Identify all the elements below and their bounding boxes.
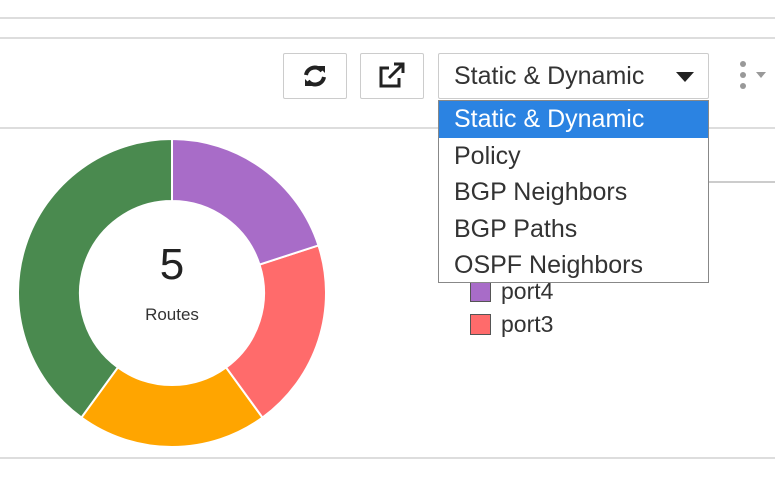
donut-chart: 5 Routes [17,137,327,448]
donut-segment [80,366,264,448]
dropdown-list: Static & Dynamic Policy BGP Neighbors BGP P… [438,100,709,283]
external-link-icon [379,62,405,88]
legend-item[interactable]: port3 [470,311,553,338]
more-menu[interactable] [730,58,770,98]
open-button[interactable] [360,53,424,99]
dropdown-option[interactable]: BGP Paths [454,214,578,243]
legend-swatch [470,314,491,335]
caret [676,72,694,82]
dropdown-option[interactable]: BGP Neighbors [454,178,628,206]
select-box[interactable]: Static & Dynamic [438,53,709,99]
refresh-icon [304,65,326,87]
refresh-button[interactable] [283,53,347,99]
dropdown-option[interactable]: Static & Dynamic [439,101,708,138]
center-value: 5 [160,240,184,289]
select-label: Static & Dynamic [454,62,645,90]
legend-label: port3 [501,311,554,337]
donut-segment [224,244,327,419]
dropdown-option[interactable]: Policy [454,141,521,170]
donut-segment [171,137,320,266]
dropdown-option[interactable]: OSPF Neighbors [454,251,643,279]
legend-swatch [470,281,491,302]
donut-segment [17,137,173,419]
center-label: Routes [145,305,199,324]
